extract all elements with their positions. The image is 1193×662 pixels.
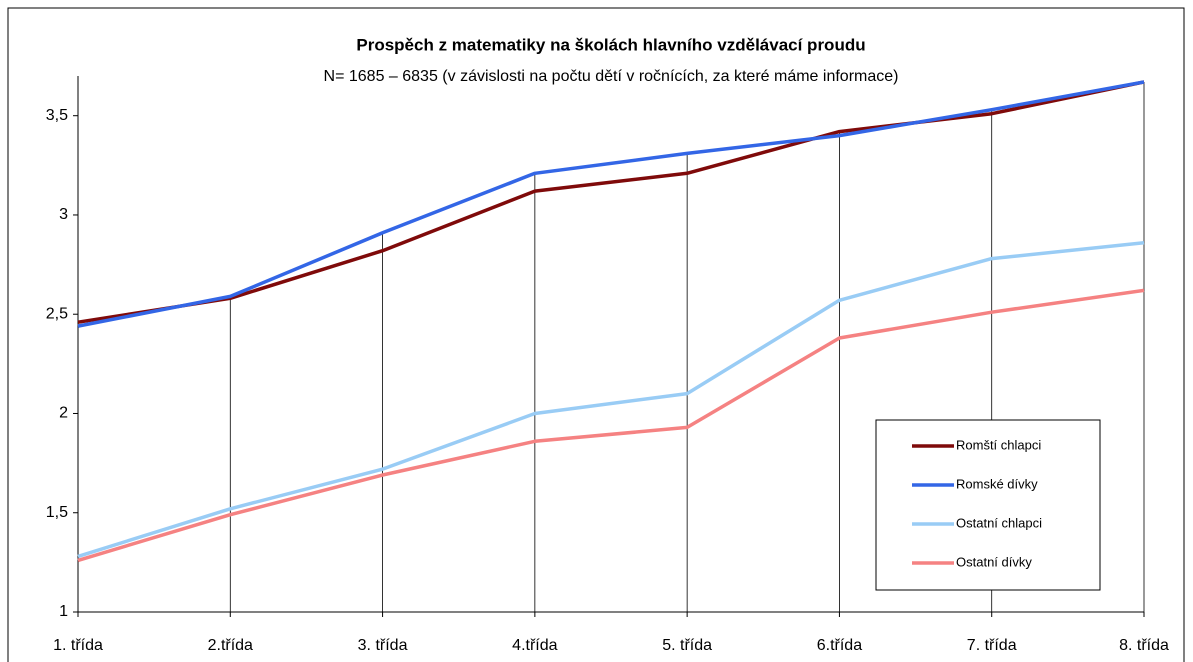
series-line [77, 241, 1145, 559]
x-tick-label: 7. třída [967, 637, 1017, 654]
y-tick-label: 1 [59, 603, 68, 620]
y-tick-label: 3,5 [46, 107, 68, 124]
x-tick-label: 8. třída [1119, 637, 1169, 654]
legend-box [875, 419, 1101, 591]
chart-title: Prospěch z matematiky na školách hlavníh… [356, 35, 865, 54]
series-line [77, 80, 1145, 328]
x-tick-label: 6.třída [817, 637, 862, 654]
x-tick-label: 5. třída [662, 637, 712, 654]
series-line [77, 80, 1145, 324]
legend-label: Romské dívky [956, 476, 1038, 491]
legend-label: Ostatní dívky [956, 554, 1032, 569]
y-tick-label: 3 [59, 206, 68, 223]
x-tick-label: 4.třída [512, 637, 557, 654]
legend-label: Ostatní chlapci [956, 515, 1042, 530]
chart-frame [7, 7, 1185, 662]
legend-label: Romští chlapci [956, 437, 1041, 452]
x-tick-label: 1. třída [53, 637, 103, 654]
x-tick-label: 2.třída [208, 637, 253, 654]
series-line [77, 288, 1145, 563]
y-tick-label: 2 [59, 405, 68, 422]
y-tick-label: 1,5 [46, 504, 68, 521]
y-tick-label: 2,5 [46, 305, 68, 322]
chart-subtitle: N= 1685 – 6835 (v závislosti na počtu dě… [324, 68, 899, 85]
x-tick-label: 3. třída [358, 637, 408, 654]
